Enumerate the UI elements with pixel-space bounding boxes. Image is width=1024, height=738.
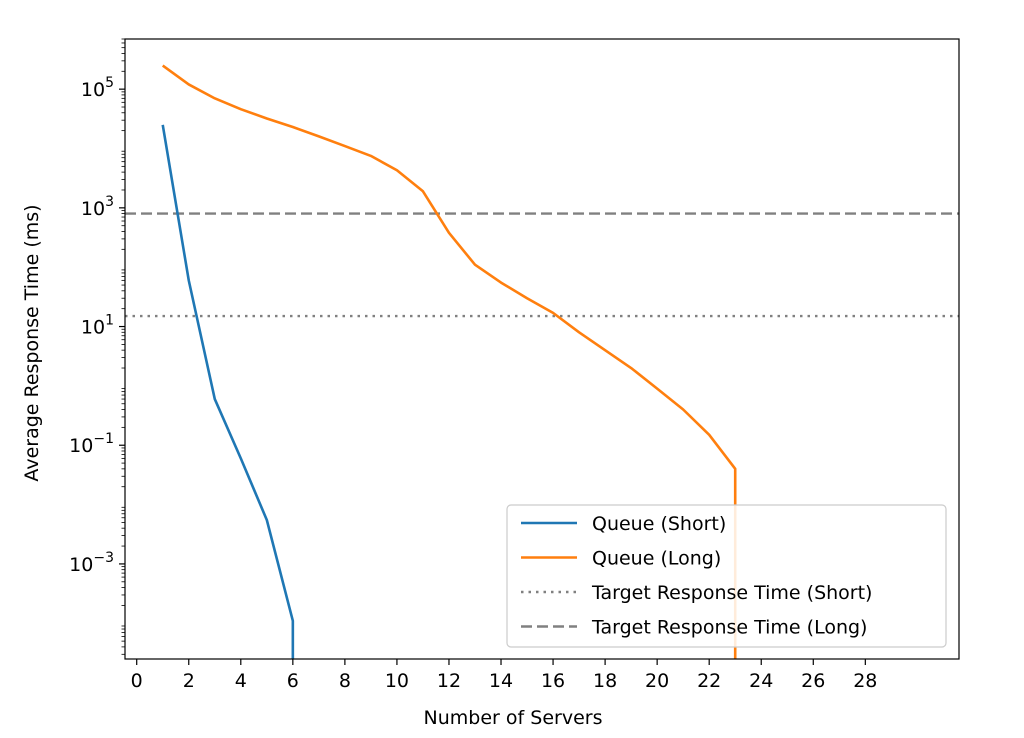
plot-lines (125, 64, 959, 659)
series-line-0 (161, 124, 295, 659)
legend-label: Queue (Short) (592, 513, 726, 535)
legend-label: Target Response Time (Long) (591, 617, 867, 639)
legend-label: Target Response Time (Short) (591, 582, 872, 604)
x-axis-label: Number of Servers (424, 707, 603, 729)
x-tick-label: 14 (489, 670, 513, 692)
y-axis: 105 103 101 10−1 10−3 (69, 38, 125, 655)
x-tick-label: 10 (385, 670, 409, 692)
x-axis: 0 2 4 6 8 10 12 14 16 18 20 22 24 26 28 (131, 659, 877, 692)
y-tick-label: 103 (81, 194, 114, 220)
x-tick-label: 12 (437, 670, 461, 692)
x-tick-label: 16 (541, 670, 565, 692)
x-tick-label: 24 (749, 670, 773, 692)
x-tick-label: 22 (697, 670, 721, 692)
y-tick-label: 105 (81, 75, 114, 101)
y-tick-label: 10−1 (69, 431, 114, 457)
x-tick-label: 18 (593, 670, 617, 692)
x-tick-label: 0 (131, 670, 143, 692)
plot-frame (124, 38, 960, 660)
y-tick-label: 101 (81, 313, 114, 339)
x-tick-label: 6 (287, 670, 299, 692)
legend-label: Queue (Long) (592, 548, 721, 570)
x-tick-label: 20 (645, 670, 669, 692)
series-line-1 (161, 64, 737, 659)
y-axis-label: Average Response Time (ms) (21, 204, 43, 481)
x-tick-label: 8 (339, 670, 351, 692)
x-tick-label: 4 (235, 670, 247, 692)
x-tick-label: 2 (183, 670, 195, 692)
legend-box (506, 504, 947, 648)
legend: Queue (Short) Queue (Long) Target Response… (506, 504, 947, 648)
x-tick-label: 28 (853, 670, 877, 692)
y-tick-label: 10−3 (69, 550, 114, 576)
x-tick-label: 26 (801, 670, 825, 692)
